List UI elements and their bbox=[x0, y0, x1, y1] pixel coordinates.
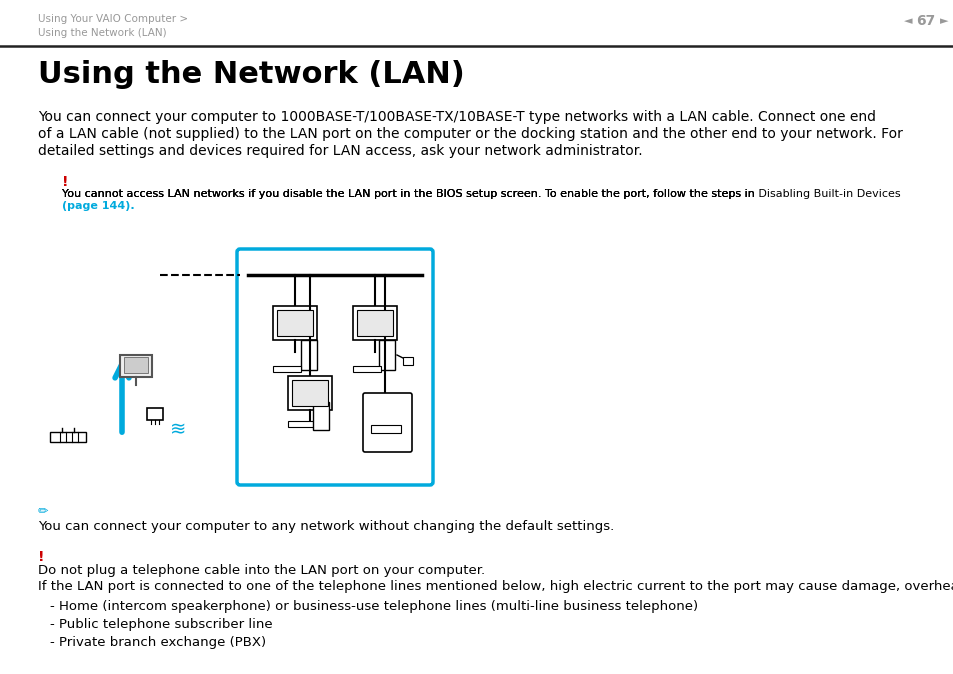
Text: ◄: ◄ bbox=[902, 16, 911, 26]
Text: Using the Network (LAN): Using the Network (LAN) bbox=[38, 60, 464, 89]
Text: ≋: ≋ bbox=[170, 421, 186, 439]
Text: Do not plug a telephone cable into the LAN port on your computer.: Do not plug a telephone cable into the L… bbox=[38, 564, 485, 577]
Bar bbox=[378, 340, 395, 370]
Text: You cannot access LAN networks if you disable the LAN port in the BIOS setup scr: You cannot access LAN networks if you di… bbox=[62, 189, 900, 199]
Text: of a LAN cable (not supplied) to the LAN port on the computer or the docking sta: of a LAN cable (not supplied) to the LAN… bbox=[38, 127, 902, 141]
Bar bbox=[288, 376, 332, 410]
Text: Using Your VAIO Computer >: Using Your VAIO Computer > bbox=[38, 14, 188, 24]
Bar bbox=[147, 408, 163, 420]
Bar bbox=[353, 306, 396, 340]
Bar bbox=[313, 402, 329, 430]
Bar bbox=[273, 366, 301, 372]
Text: You cannot access LAN networks if you disable the LAN port in the BIOS setup scr: You cannot access LAN networks if you di… bbox=[62, 189, 758, 199]
Text: You cannot access LAN networks if you disable the LAN port in the BIOS setup scr: You cannot access LAN networks if you di… bbox=[62, 189, 758, 199]
Bar bbox=[120, 355, 152, 377]
Text: If the LAN port is connected to one of the telephone lines mentioned below, high: If the LAN port is connected to one of t… bbox=[38, 580, 953, 593]
Bar bbox=[353, 366, 380, 372]
FancyBboxPatch shape bbox=[363, 393, 412, 452]
Bar bbox=[301, 340, 316, 370]
Text: You can connect your computer to 1000BASE-T/100BASE-TX/10BASE-T type networks wi: You can connect your computer to 1000BAS… bbox=[38, 110, 875, 124]
Text: (page 144).: (page 144). bbox=[62, 201, 134, 211]
FancyBboxPatch shape bbox=[236, 249, 433, 485]
Bar bbox=[371, 425, 400, 433]
Bar bbox=[276, 310, 313, 336]
Bar bbox=[50, 432, 86, 442]
Bar bbox=[292, 380, 328, 406]
Bar bbox=[124, 357, 148, 373]
Text: - Private branch exchange (PBX): - Private branch exchange (PBX) bbox=[50, 636, 266, 649]
Text: - Public telephone subscriber line: - Public telephone subscriber line bbox=[50, 618, 273, 631]
Text: Using the Network (LAN): Using the Network (LAN) bbox=[38, 28, 167, 38]
Text: detailed settings and devices required for LAN access, ask your network administ: detailed settings and devices required f… bbox=[38, 144, 642, 158]
Text: ►: ► bbox=[939, 16, 947, 26]
Text: - Home (intercom speakerphone) or business-use telephone lines (multi-line busin: - Home (intercom speakerphone) or busine… bbox=[50, 600, 698, 613]
Bar bbox=[273, 306, 316, 340]
Bar bbox=[288, 421, 315, 427]
Text: ✏: ✏ bbox=[38, 505, 49, 518]
Text: !: ! bbox=[38, 550, 45, 564]
Bar bbox=[402, 357, 413, 365]
Text: !: ! bbox=[62, 175, 69, 189]
Text: You can connect your computer to any network without changing the default settin: You can connect your computer to any net… bbox=[38, 520, 614, 533]
Text: 67: 67 bbox=[916, 14, 935, 28]
Bar bbox=[356, 310, 393, 336]
